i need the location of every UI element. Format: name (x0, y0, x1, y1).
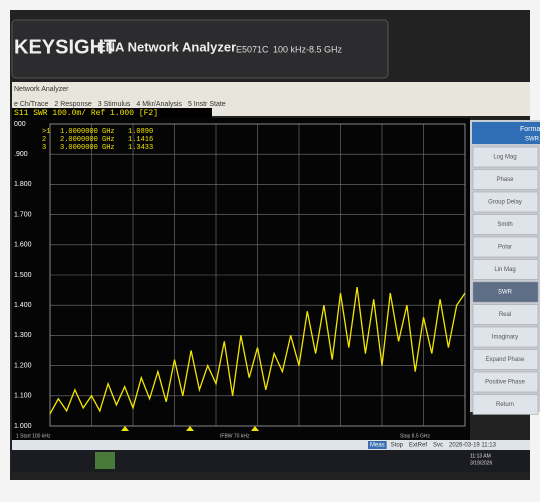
marker-readout: >1 (42, 128, 50, 136)
marker-readout: 1.0000000 GHz (60, 128, 115, 136)
y-tick-label: 1.800 (14, 181, 32, 188)
y-tick-label: 000 (14, 121, 26, 128)
y-tick-label: 1.300 (14, 332, 32, 339)
marker-readout: 2 (42, 136, 46, 144)
softkey-label[interactable]: Phase (496, 177, 514, 183)
marker-readout: 3.0000000 GHz (60, 144, 115, 152)
y-tick-label: 1.100 (14, 393, 32, 400)
softkey-label[interactable]: Expand Phase (485, 357, 525, 363)
marker-readout: 2.0000000 GHz (60, 136, 115, 144)
softkey-title: Format (520, 126, 540, 133)
marker-readout: 1.0890 (128, 128, 153, 136)
softkey-label[interactable]: Return (496, 402, 514, 408)
taskbar-date[interactable]: 3/19/2026 (470, 460, 492, 466)
y-tick-label: 1.400 (14, 302, 32, 309)
menu-item[interactable]: e Ch/Trace (14, 101, 48, 108)
menu-item[interactable]: 3 Stimulus (98, 101, 131, 108)
softkey-label[interactable]: Lin Mag (494, 267, 515, 273)
footer-start: 1 Start 100 kHz (16, 433, 51, 439)
menu-item[interactable]: 4 Mkr/Analysis (136, 101, 182, 108)
y-tick-label: 1.700 (14, 211, 32, 218)
softkey-label[interactable]: Positive Phase (485, 380, 525, 386)
plot-bg (12, 118, 470, 440)
page: KEYSIGHT ENA Network Analyzer E5071C 100… (0, 0, 540, 497)
y-tick-label: 1.500 (14, 272, 32, 279)
softkey-current: SWR (525, 137, 540, 143)
menu-item[interactable]: 5 Instr State (188, 101, 226, 108)
range: 100 kHz-8.5 GHz (273, 44, 343, 54)
status-item: Meas (370, 443, 385, 449)
footer-stop: Stop 8.5 GHz (400, 433, 431, 439)
status-item: Svc (433, 443, 443, 449)
softkey-label[interactable]: Polar (498, 245, 512, 251)
trace-header: S11 SWR 100.0m/ Ref 1.000 [F2] (14, 109, 158, 118)
softkey-label[interactable]: Smith (497, 222, 512, 228)
app-title: Network Analyzer (14, 86, 69, 93)
softkey-label[interactable]: Group Delay (488, 200, 522, 206)
y-tick-label: 1.600 (14, 242, 32, 249)
marker-readout: 1.1416 (128, 136, 153, 144)
taskbar-app[interactable] (95, 452, 115, 469)
footer-ifbw: IFBW 70 kHz (220, 433, 250, 439)
y-tick-label: 1.200 (14, 362, 32, 369)
model: E5071C (236, 44, 269, 54)
status-item: ExtRef (409, 443, 427, 449)
y-tick-label: .900 (14, 151, 28, 158)
status-item: 2026-03-19 11:13 (449, 443, 497, 449)
softkey-label[interactable]: Log Mag (493, 155, 516, 161)
softkey-label[interactable]: SWR (498, 290, 513, 296)
taskbar (12, 450, 530, 472)
marker-readout: 3 (42, 144, 46, 152)
y-tick-label: 1.000 (14, 423, 32, 430)
softkey-label[interactable]: Imaginary (492, 335, 518, 341)
taskbar-time[interactable]: 11:13 AM (470, 453, 491, 459)
product: ENA Network Analyzer (97, 39, 236, 54)
status-item: Stop (391, 443, 404, 449)
screen-photo: KEYSIGHT ENA Network Analyzer E5071C 100… (0, 0, 540, 497)
menu-item[interactable]: 2 Response (54, 101, 91, 108)
softkey-label[interactable]: Real (499, 312, 511, 318)
marker-readout: 1.3433 (128, 144, 153, 152)
